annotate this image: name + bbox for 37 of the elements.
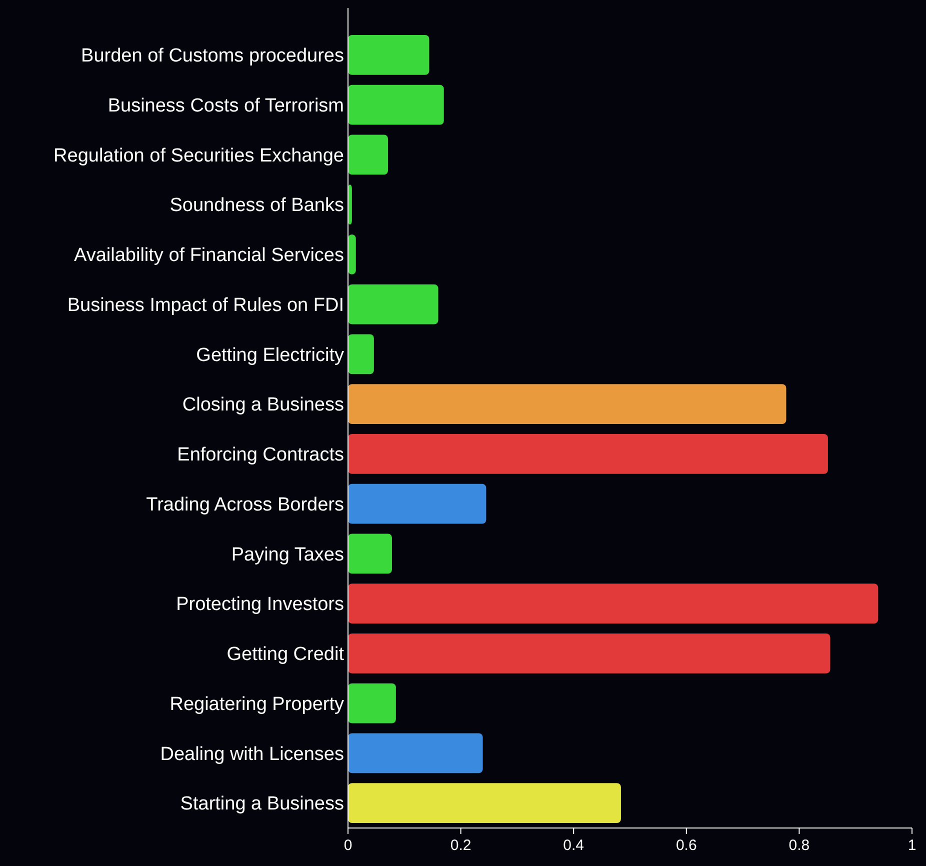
bar: [348, 334, 374, 374]
bar: [348, 434, 828, 474]
x-tick-label: 1: [908, 837, 916, 854]
y-tick-label: Paying Taxes: [231, 544, 344, 566]
x-tick-label: 0.2: [450, 837, 472, 854]
bar: [348, 134, 388, 175]
bar: [348, 534, 392, 574]
y-tick-label: Availability of Financial Services: [74, 245, 344, 266]
y-tick-label: Trading Across Borders: [146, 494, 344, 516]
y-tick-label: Getting Credit: [226, 644, 345, 666]
y-tick-label: Soundness of Banks: [170, 195, 344, 216]
bar: [348, 284, 438, 324]
x-tick-label: 0: [344, 837, 352, 854]
bar: [348, 633, 830, 674]
y-tick-label: Business Impact of Rules on FDI: [67, 294, 344, 316]
x-tick-label: 0.4: [563, 837, 584, 854]
y-tick-label: Enforcing Contracts: [177, 444, 344, 466]
y-tick-label: Dealing with Licenses: [160, 744, 344, 765]
bar: [348, 84, 444, 125]
bar: [348, 384, 786, 424]
bar: [348, 584, 878, 624]
bar: [348, 484, 486, 524]
y-tick-label: Closing a Business: [182, 394, 344, 416]
bar: [348, 783, 621, 824]
y-tick-label: Regiatering Property: [170, 694, 344, 715]
y-tick-label: Burden of Customs procedures: [81, 46, 344, 67]
y-tick-label: Getting Electricity: [196, 344, 344, 366]
y-tick-label: Starting a Business: [180, 794, 344, 815]
y-tick-label: Protecting Investors: [176, 594, 344, 616]
bar: [348, 733, 483, 774]
bar: [348, 34, 430, 75]
x-tick-label: 0.8: [788, 837, 810, 854]
y-tick-label: Business Costs of Terrorism: [108, 95, 344, 116]
x-tick-label: 0.6: [676, 837, 697, 854]
y-tick-label: Regulation of Securities Exchange: [54, 145, 344, 166]
bar: [348, 683, 396, 724]
bar: [348, 234, 356, 274]
